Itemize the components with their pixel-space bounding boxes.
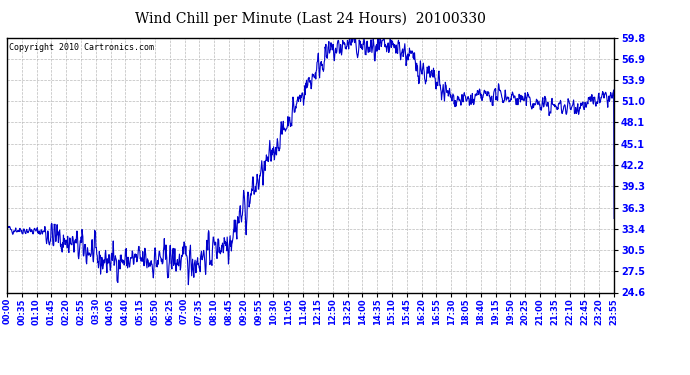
- Text: Copyright 2010 Cartronics.com: Copyright 2010 Cartronics.com: [9, 43, 154, 52]
- Text: Wind Chill per Minute (Last 24 Hours)  20100330: Wind Chill per Minute (Last 24 Hours) 20…: [135, 11, 486, 26]
